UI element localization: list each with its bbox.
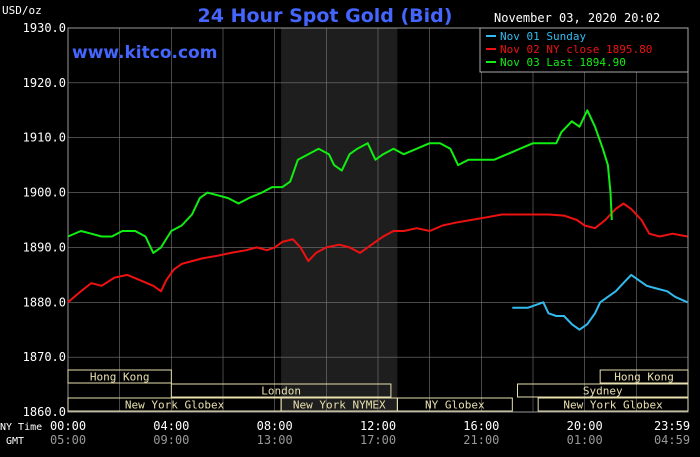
session-label: Hong Kong: [90, 371, 150, 384]
series-line-2: [67, 109, 613, 254]
x-tick-label-ny: 08:00: [257, 419, 293, 433]
x-tick-label-ny: 00:00: [50, 419, 86, 433]
y-tick-label: 1890.0: [23, 240, 66, 254]
y-tick-label: 1880.0: [23, 295, 66, 309]
x-tick-label-gmt: 21:00: [463, 433, 499, 447]
market-sessions: Hong Kong London New York Globex New York N…: [67, 369, 689, 412]
legend-box: [479, 27, 689, 73]
session-label: New York NYMEX: [293, 399, 386, 412]
y-tick-label: 1930.0: [23, 21, 66, 35]
legend-entry-1: Nov 02 NY close 1895.80: [500, 43, 652, 56]
session-label: New York Globex: [563, 399, 663, 412]
session-label: New York Globex: [125, 399, 225, 412]
legend-entry-0: Nov 01 Sunday: [500, 30, 586, 43]
x-tick-label-gmt: 01:00: [567, 433, 603, 447]
session-bar: [396, 397, 513, 412]
session-label: Sydney: [583, 385, 623, 398]
x-tick-label-ny: 04:00: [153, 419, 189, 433]
y-tick-label: 1910.0: [23, 131, 66, 145]
ny-time-label: NY Time: [0, 422, 42, 433]
date-stamp: November 03, 2020 20:02: [494, 11, 660, 25]
y-tick-label: 1920.0: [23, 76, 66, 90]
x-tick-label-gmt: 17:00: [360, 433, 396, 447]
session-label: Hong Kong: [614, 371, 674, 384]
nymex-session-shade: [281, 28, 398, 412]
y-axis-ticks: 1930.0 1920.0 1910.0 1900.0 1890.0 1880.0 1870…: [23, 21, 66, 419]
y-tick-label: 1900.0: [23, 186, 66, 200]
x-tick-label-gmt: 09:00: [153, 433, 189, 447]
x-tick-label-ny: 20:00: [567, 419, 603, 433]
series-line-0: [512, 273, 688, 331]
series-lines: [67, 109, 688, 331]
watermark-site: www.kitco.com: [72, 43, 217, 63]
x-tick-label-gmt: 04:59: [654, 433, 690, 447]
gmt-label: GMT: [6, 436, 24, 447]
session-bar: [67, 369, 172, 384]
session-label: NY Globex: [425, 399, 485, 412]
y-tick-label: 1860.0: [23, 405, 66, 419]
session-bar: [170, 383, 392, 398]
session-bar: [517, 383, 689, 398]
chart-title: 24 Hour Spot Gold (Bid): [198, 5, 453, 27]
x-tick-label-ny: 16:00: [463, 419, 499, 433]
session-bar: [537, 397, 689, 412]
plot-frame: [67, 27, 689, 413]
y-tick-label: 1870.0: [23, 350, 66, 364]
session-label: London: [261, 385, 301, 398]
x-tick-label-ny: 12:00: [360, 419, 396, 433]
legend-entry-2: Nov 03 Last 1894.90: [500, 56, 626, 69]
x-tick-label-gmt: 13:00: [257, 433, 293, 447]
x-tick-label-ny: 23:59: [654, 419, 690, 433]
y-axis-label: USD/oz: [2, 4, 42, 17]
grid-lines: [67, 27, 689, 413]
x-tick-label-gmt: 05:00: [50, 433, 86, 447]
series-line-1: [67, 202, 688, 304]
session-bar: [599, 369, 689, 384]
